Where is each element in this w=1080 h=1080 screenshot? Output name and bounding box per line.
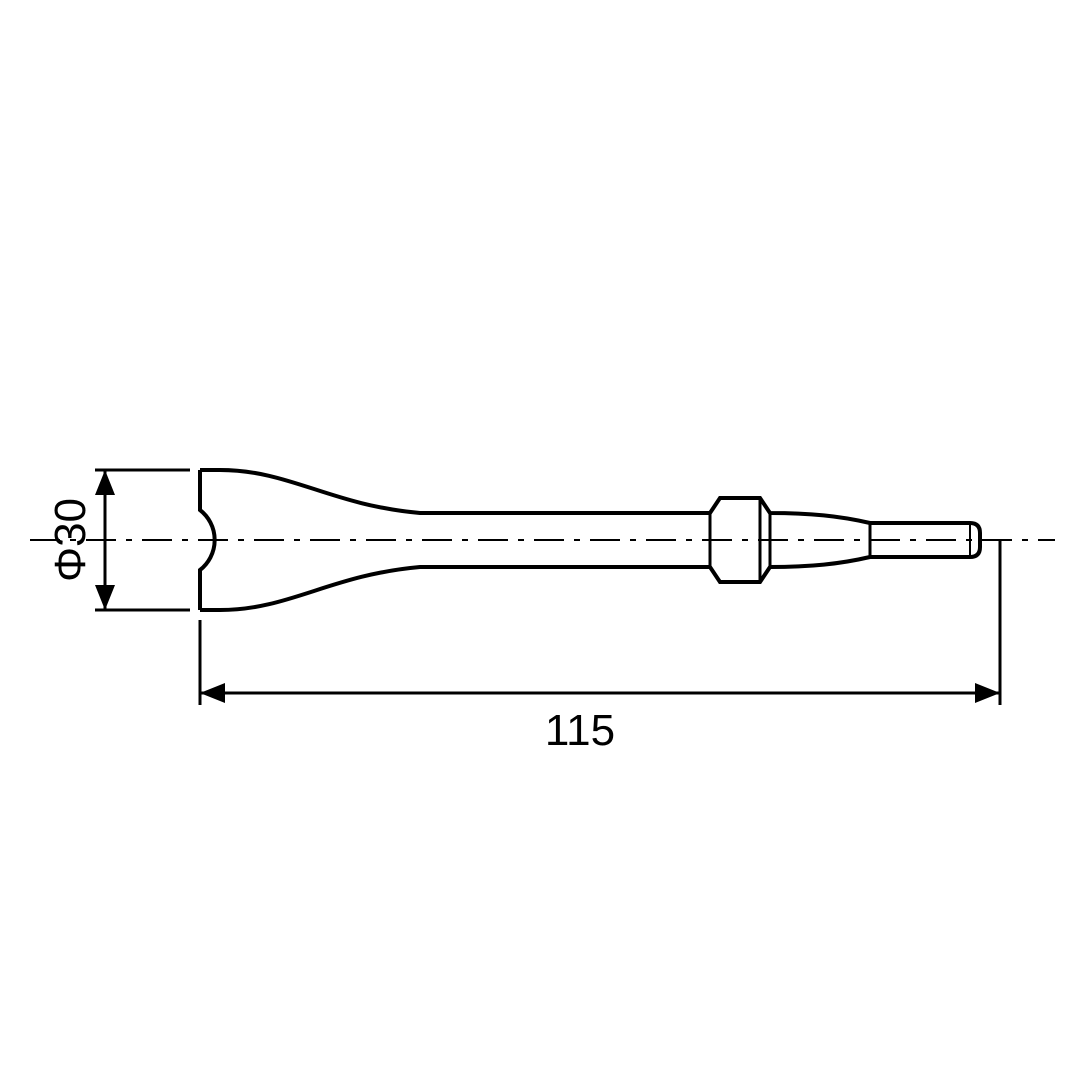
arrow-dia-bottom xyxy=(95,585,115,610)
arrow-len-right xyxy=(975,683,1000,703)
dim-label-length: 115 xyxy=(545,706,615,755)
dim-label-diameter: Φ30 xyxy=(46,498,95,582)
arrow-len-left xyxy=(200,683,225,703)
technical-drawing: Φ30 115 xyxy=(0,0,1080,1080)
drawing-svg: Φ30 115 xyxy=(0,0,1080,1080)
part-outline-top xyxy=(200,470,980,540)
arrow-dia-top xyxy=(95,470,115,495)
part-outline-bottom xyxy=(200,540,980,610)
